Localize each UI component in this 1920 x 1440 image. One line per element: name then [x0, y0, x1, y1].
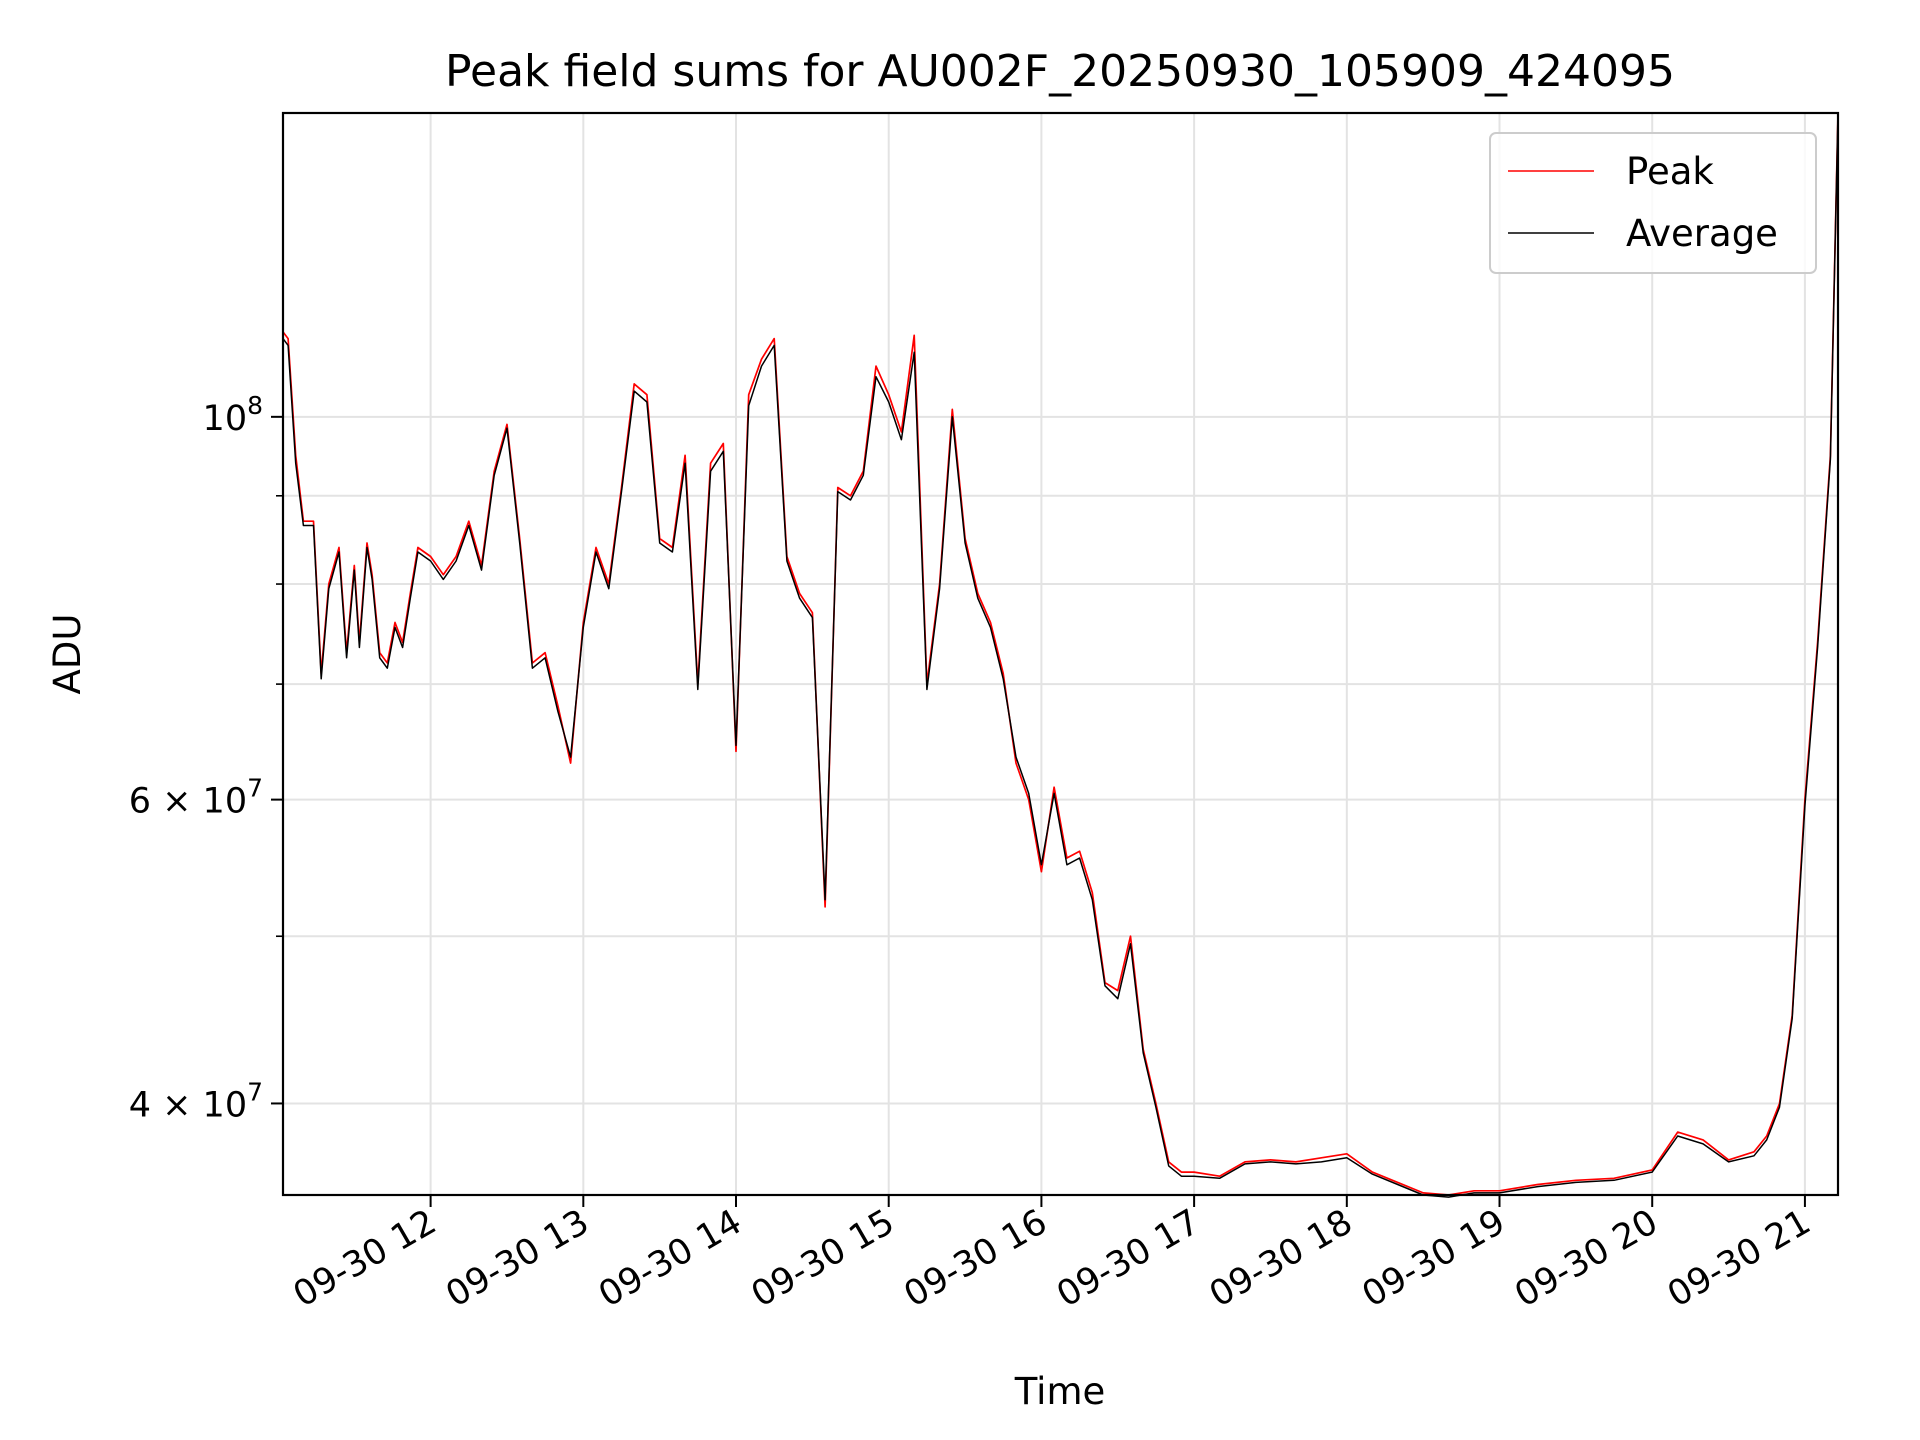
y-tick-mantissa: 4	[129, 1085, 151, 1125]
y-tick-times-sign: ×	[151, 1085, 203, 1125]
legend-box	[1489, 132, 1817, 274]
x-axis-title: Time	[1014, 1370, 1106, 1413]
plot-frame	[281, 111, 1840, 1197]
y-tick-label: 108	[203, 391, 263, 439]
y-tick-label: 4 × 107	[129, 1077, 263, 1125]
legend-label-average: Average	[1626, 212, 1778, 255]
legend-label-peak: Peak	[1626, 150, 1714, 193]
y-tick-mantissa: 6	[129, 782, 151, 822]
y-tick-base: 10	[203, 782, 248, 822]
y-tick-exponent: 8	[247, 391, 263, 420]
y-tick-times-sign: ×	[151, 782, 203, 822]
y-tick-base: 10	[203, 1085, 248, 1125]
y-tick-base: 10	[203, 399, 248, 439]
y-tick-exponent: 7	[247, 774, 263, 803]
grid	[283, 113, 1838, 1195]
y-axis-title: ADU	[46, 614, 89, 695]
y-tick-exponent: 7	[247, 1077, 263, 1106]
chart-title: Peak field sums for AU002F_20250930_1059…	[445, 46, 1675, 97]
legend: Peak Average	[1489, 132, 1817, 274]
y-tick-label: 6 × 107	[129, 774, 263, 822]
